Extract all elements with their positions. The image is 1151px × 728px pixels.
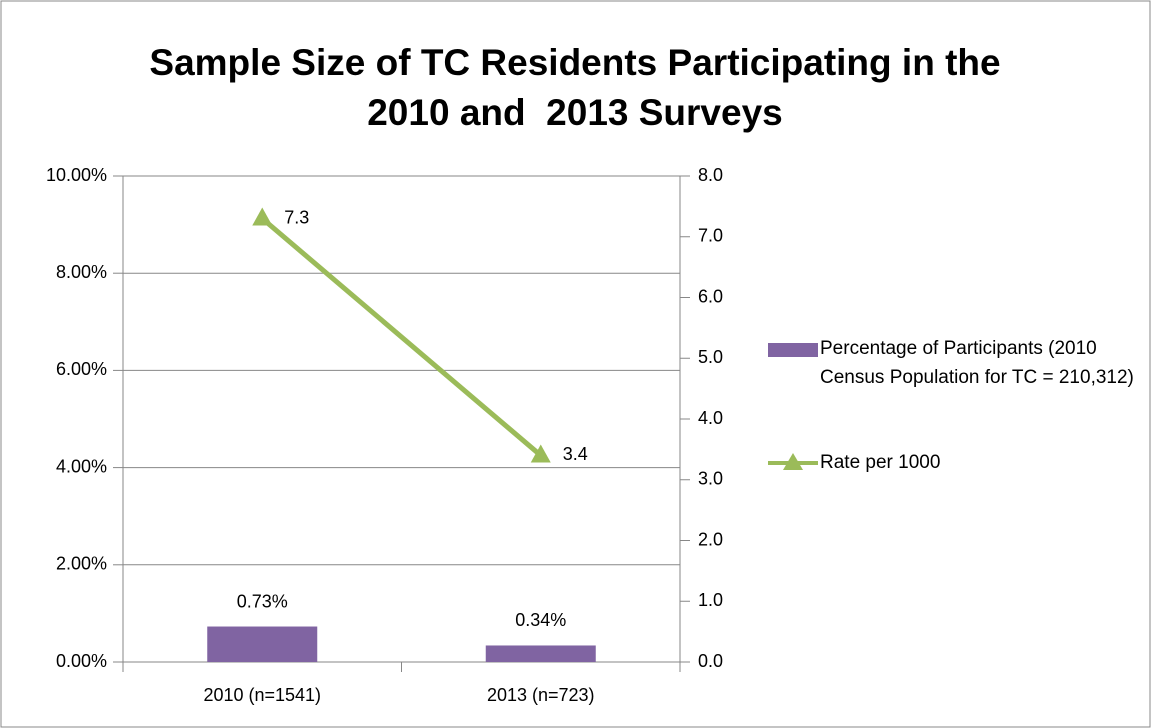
y2-tick-label: 8.0 (698, 165, 723, 185)
line-marker (252, 207, 273, 226)
y-tick-label: 4.00% (56, 456, 107, 476)
y2-tick-label: 4.0 (698, 408, 723, 428)
legend-item: Percentage of Participants (2010 Census … (768, 334, 1150, 392)
y2-tick-label: 0.0 (698, 651, 723, 671)
x-tick-label: 2010 (n=1541) (203, 685, 321, 705)
y-tick-label: 6.00% (56, 359, 107, 379)
chart-title: Sample Size of TC Residents Participatin… (149, 42, 1011, 133)
y2-tick-label: 6.0 (698, 286, 723, 306)
bar (485, 645, 596, 662)
legend-label: Rate per 1000 (820, 452, 941, 473)
y-tick-label: 2.00% (56, 554, 107, 574)
y2-tick-label: 3.0 (698, 469, 723, 489)
line (260, 216, 543, 458)
data-label: 7.3 (284, 207, 309, 227)
legend-swatch (768, 453, 818, 470)
legend-swatch (768, 343, 818, 357)
line-marker (530, 444, 551, 463)
x-tick-label: 2013 (n=723) (487, 685, 595, 705)
y2-tick-label: 5.0 (698, 347, 723, 367)
data-label: 3.4 (563, 444, 588, 464)
bar (207, 626, 318, 662)
data-label: 0.73% (237, 591, 288, 611)
y-tick-label: 0.00% (56, 651, 107, 671)
y-tick-label: 10.00% (46, 165, 107, 185)
y2-tick-label: 7.0 (698, 226, 723, 246)
legend-label: Percentage of Participants (2010 Census … (820, 338, 1134, 388)
data-label: 0.34% (515, 610, 566, 630)
legend-item: Rate per 1000 (768, 448, 1150, 477)
y2-tick-label: 2.0 (698, 529, 723, 549)
y2-tick-label: 1.0 (698, 590, 723, 610)
y-tick-label: 8.00% (56, 262, 107, 282)
